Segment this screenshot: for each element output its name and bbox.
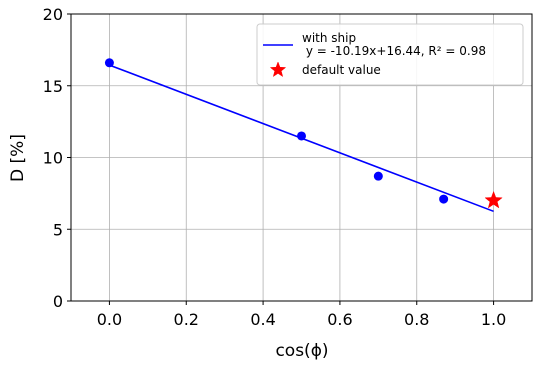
y-tick-label: 0: [53, 292, 63, 311]
x-tick-label: 0.4: [250, 310, 275, 329]
y-tick-label: 10: [43, 149, 63, 168]
y-axis-label: D [%]: [8, 134, 28, 182]
y-tick-label: 20: [43, 5, 63, 24]
data-point: [373, 171, 383, 181]
default-value-star-marker: [484, 190, 503, 209]
x-tick-label: 0.8: [404, 310, 429, 329]
ticks-layer: 0.0 0.2 0.4 0.6 0.8 1.0 0 5 10 15 20: [43, 5, 507, 329]
data-point: [297, 131, 306, 141]
data-point: [104, 58, 114, 68]
x-tick-label: 1.0: [481, 310, 506, 329]
data-point: [439, 194, 449, 204]
legend: with ship y = -10.19x+16.44, R² = 0.98 d…: [256, 23, 524, 86]
x-tick-label: 0.6: [327, 310, 352, 329]
legend-star-icon: [269, 61, 287, 78]
x-axis-label: cos(ϕ): [275, 341, 328, 361]
x-tick-label: 0.2: [174, 310, 199, 329]
y-tick-label: 5: [53, 220, 63, 239]
legend-default-value-label: default value: [302, 63, 381, 77]
data-points-layer: [104, 58, 503, 209]
legend-fit-line-label-line2: y = -10.19x+16.44, R² = 0.98: [302, 44, 486, 58]
x-tick-label: 0.0: [97, 310, 122, 329]
y-tick-label: 15: [43, 77, 63, 96]
legend-box: [256, 23, 524, 86]
legend-fit-line-label-line1: with ship: [302, 31, 356, 45]
plot-area-frame: [70, 13, 533, 302]
